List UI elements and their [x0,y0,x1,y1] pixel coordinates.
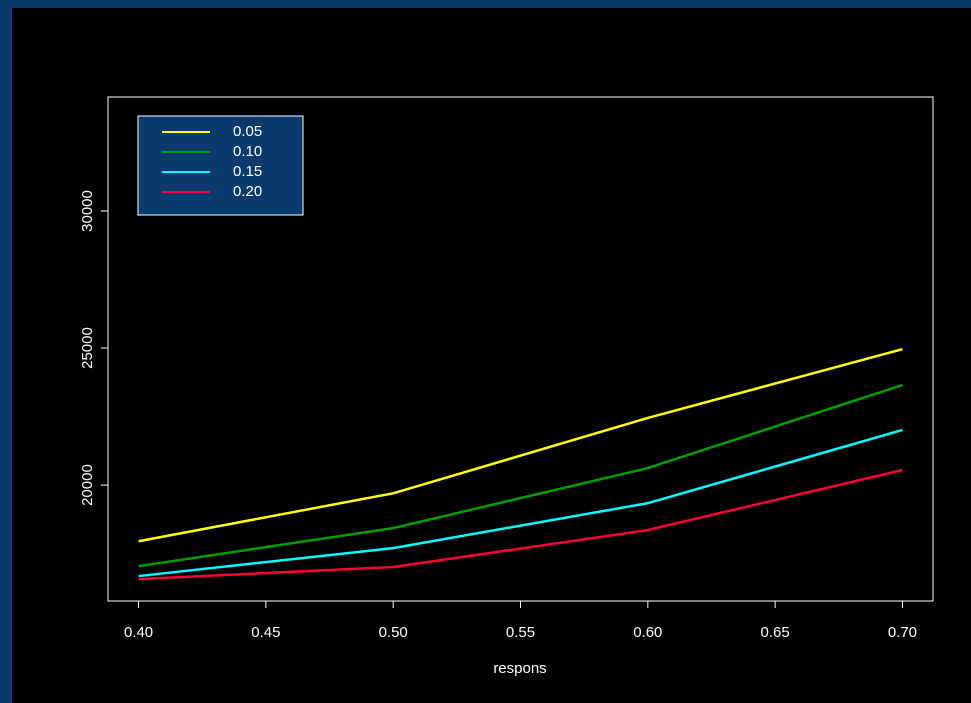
legend-box [137,115,304,216]
legend-label: 0.15 [233,163,262,180]
line [138,347,903,543]
y-tick-label: 20000 [79,464,96,506]
x-tick-label: 0.70 [888,624,917,641]
y-tick-label: 25000 [79,327,96,369]
y-tick-label: 30000 [79,190,96,232]
x-axis-label: respons [493,660,546,677]
legend-label: 0.10 [233,143,262,160]
plot-background [12,8,971,703]
x-tick-label: 0.40 [124,624,153,641]
line [138,468,903,581]
x-tick-label: 0.50 [379,624,408,641]
line [138,383,903,568]
x-tick-label: 0.60 [633,624,662,641]
x-tick-label: 0.65 [761,624,790,641]
x-tick-label: 0.55 [506,624,535,641]
legend-label: 0.05 [233,123,262,140]
x-tick-label: 0.45 [251,624,280,641]
line [138,428,903,578]
legend-label: 0.20 [233,183,262,200]
